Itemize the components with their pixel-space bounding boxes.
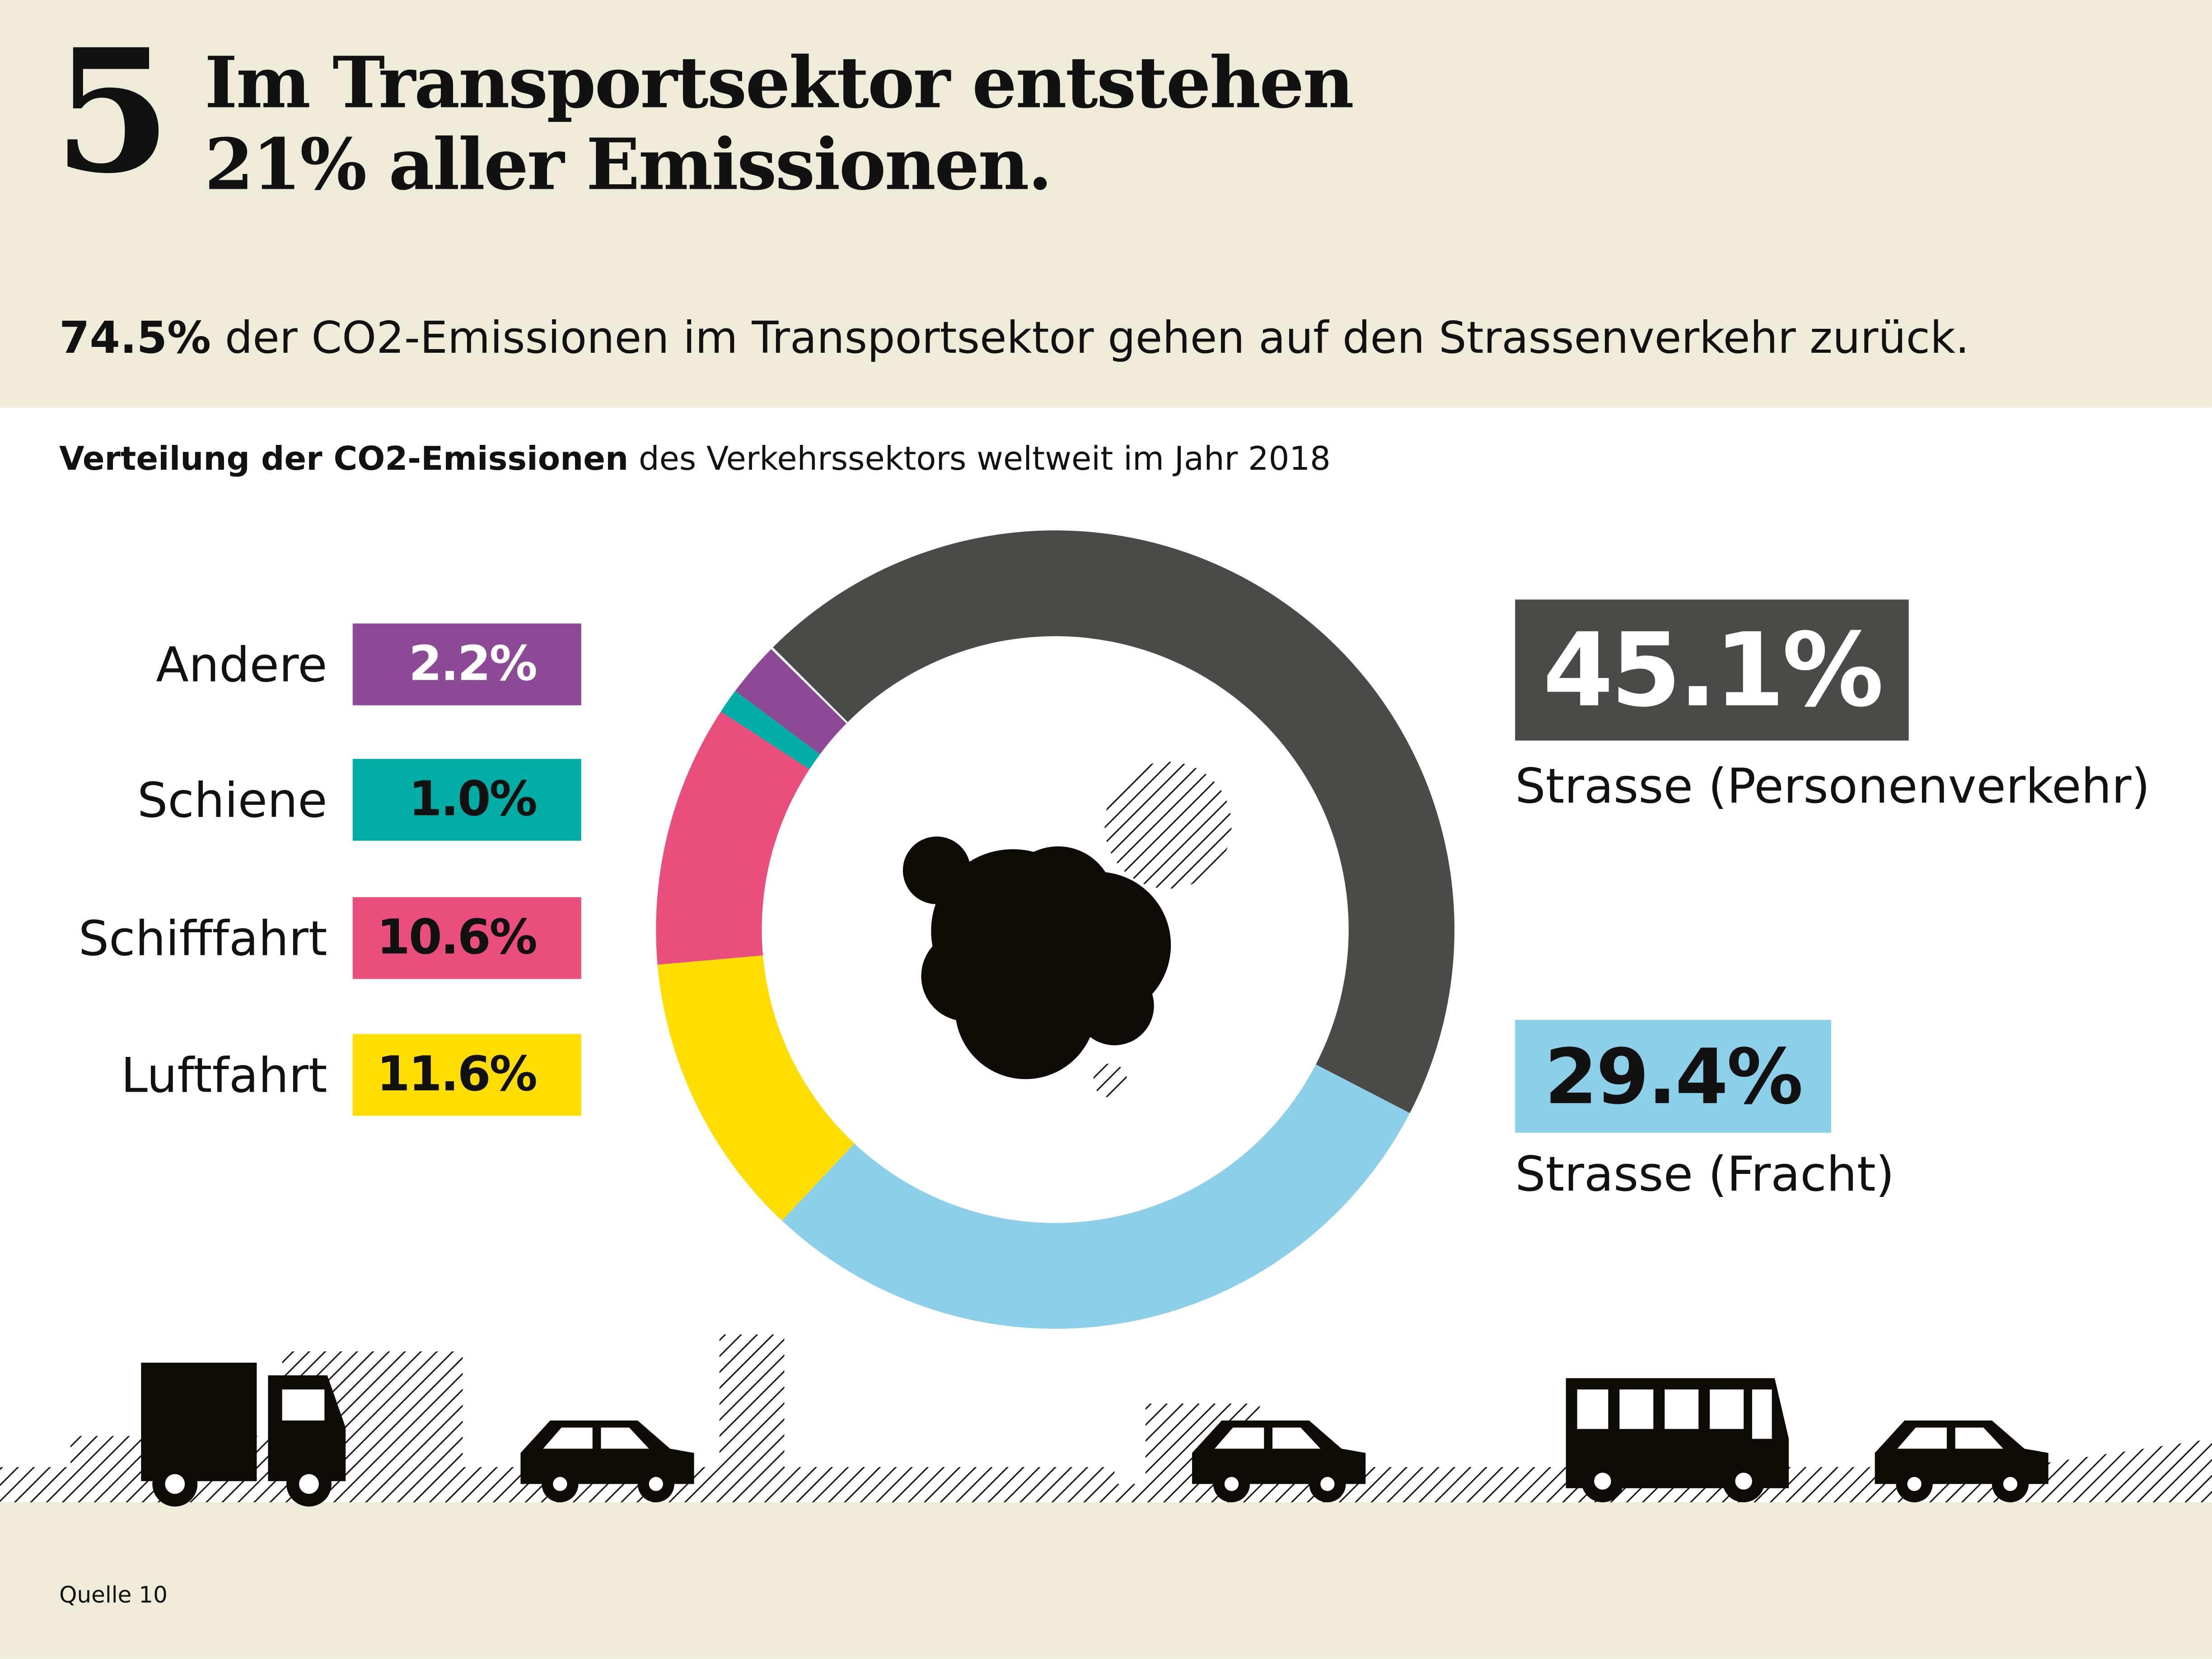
source-note: Quelle 10: [59, 1581, 168, 1608]
label-personenverkehr: Strasse (Personenverkehr): [1515, 759, 2150, 816]
label-fracht: Strasse (Fracht): [1515, 1147, 1894, 1204]
title-line-1: Im Transportsektor entstehen: [204, 41, 1354, 124]
car-icon: [1192, 1420, 1366, 1503]
chart-title-bold: Verteilung der CO2-Emissionen: [59, 441, 629, 478]
donut-slice: [720, 691, 820, 770]
label-box-personenverkehr: 45.1%: [1515, 599, 1909, 741]
donut-slice: [782, 1064, 1410, 1329]
legend-row: Luftfahrt 11.6%: [0, 1034, 581, 1116]
donut-slice: [657, 955, 855, 1221]
hatch-cloud-small-icon: [1093, 1063, 1127, 1098]
subtitle-text: der CO2-Emissionen im Transportsektor ge…: [211, 313, 1969, 364]
legend-row: Schiene 1.0%: [0, 759, 581, 841]
legend-label: Luftfahrt: [121, 1048, 327, 1105]
chart-title: Verteilung der CO2-Emissionen des Verkeh…: [59, 442, 1331, 478]
legend-value-box: 10.6%: [352, 897, 581, 979]
legend-row: Andere 2.2%: [0, 623, 581, 706]
city-skyline-hatch: [0, 1334, 2212, 1503]
truck-icon: [141, 1362, 346, 1507]
legend-value-box: 2.2%: [352, 623, 581, 706]
legend-label: Schiene: [137, 773, 327, 830]
legend-label: Andere: [156, 637, 327, 694]
donut-chart: [656, 530, 1454, 1329]
legend-label: Schifffahrt: [78, 911, 327, 968]
legend-row: Schifffahrt 10.6%: [0, 897, 581, 979]
donut-slice: [735, 649, 846, 754]
subtitle-highlight: 74.5%: [59, 313, 211, 364]
hatch-cloud-icon: [1104, 762, 1232, 889]
car-icon: [1875, 1420, 2048, 1503]
footer-band: [0, 1502, 2212, 1659]
subtitle: 74.5% der CO2-Emissionen im Transportsek…: [59, 313, 1969, 364]
legend-value-box: 1.0%: [352, 759, 581, 841]
bus-icon: [1566, 1378, 1789, 1503]
donut-slice: [773, 530, 1454, 1113]
donut-slice: [656, 711, 810, 965]
label-box-fracht: 29.4%: [1515, 1020, 1831, 1133]
page-title: Im Transportsektor entstehen 21% aller Em…: [204, 41, 1354, 206]
title-line-2: 21% aller Emissionen.: [204, 122, 1052, 206]
section-number: 5: [53, 13, 172, 212]
header-band: [0, 0, 2212, 408]
legend-value-box: 11.6%: [352, 1034, 581, 1116]
car-icon: [520, 1420, 694, 1503]
chart-title-rest: des Verkehrssektors weltweit im Jahr 201…: [628, 441, 1331, 478]
smoke-cloud-icon: [903, 836, 1171, 1080]
